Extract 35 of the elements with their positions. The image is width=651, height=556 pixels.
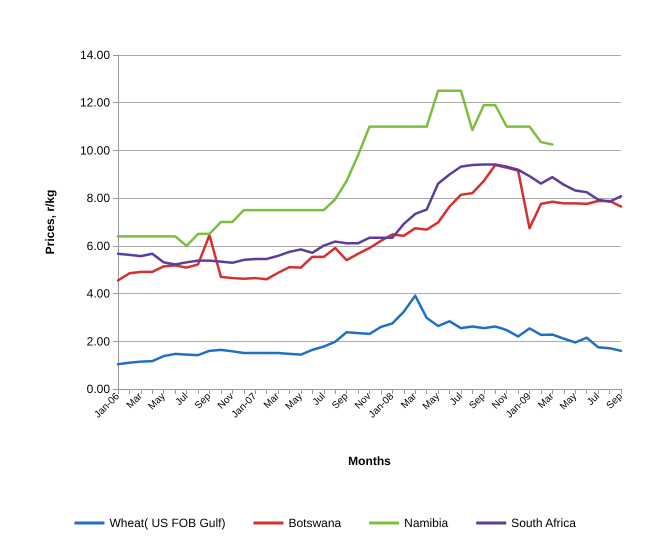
x-tick-label: Nov [216, 391, 236, 412]
x-tick-label: Nov [353, 391, 374, 412]
y-tick-label: 0.00 [86, 382, 110, 396]
y-tick-label: 12.00 [80, 96, 110, 110]
x-tick-label: Mar [262, 390, 282, 412]
y-tick-label: 4.00 [86, 286, 110, 301]
x-tick-label: Jul [448, 391, 465, 408]
x-tick-label: Sep [330, 390, 351, 412]
x-tick-label: Mar [536, 390, 557, 412]
legend-label: Botswana [288, 516, 342, 530]
y-tick-label: 10.00 [80, 143, 110, 158]
legend-label: Namibia [404, 516, 449, 530]
line-series [116, 90, 554, 248]
x-axis-title: Months [348, 454, 392, 468]
x-tick-label: May [284, 391, 305, 412]
legend-label: Wheat( US FOB Gulf) [109, 516, 226, 530]
x-tick-label: Mar [124, 390, 146, 412]
x-tick-label: Nov [490, 391, 511, 412]
x-tick-label: Jul [585, 391, 602, 408]
y-axis-title: Prices, r/kg [43, 190, 57, 254]
x-tick-label: Jul [174, 391, 190, 408]
x-tick-label: May [558, 391, 580, 412]
x-tick-label: May [146, 391, 168, 412]
x-tick-label: Sep [604, 390, 626, 412]
x-tick-label: Sep [193, 390, 214, 412]
y-tick-label: 6.00 [86, 238, 110, 253]
y-tick-label: 8.00 [86, 191, 110, 206]
x-tick-label: May [420, 391, 442, 412]
y-tick-label: 2.00 [86, 334, 110, 348]
line-series [116, 294, 622, 366]
x-tick-label: Jul [310, 391, 328, 408]
legend-label: South Africa [511, 516, 576, 530]
y-tick-label: 14.00 [80, 48, 110, 62]
x-tick-label: Sep [467, 390, 488, 412]
x-tick-label: Mar [399, 390, 420, 412]
